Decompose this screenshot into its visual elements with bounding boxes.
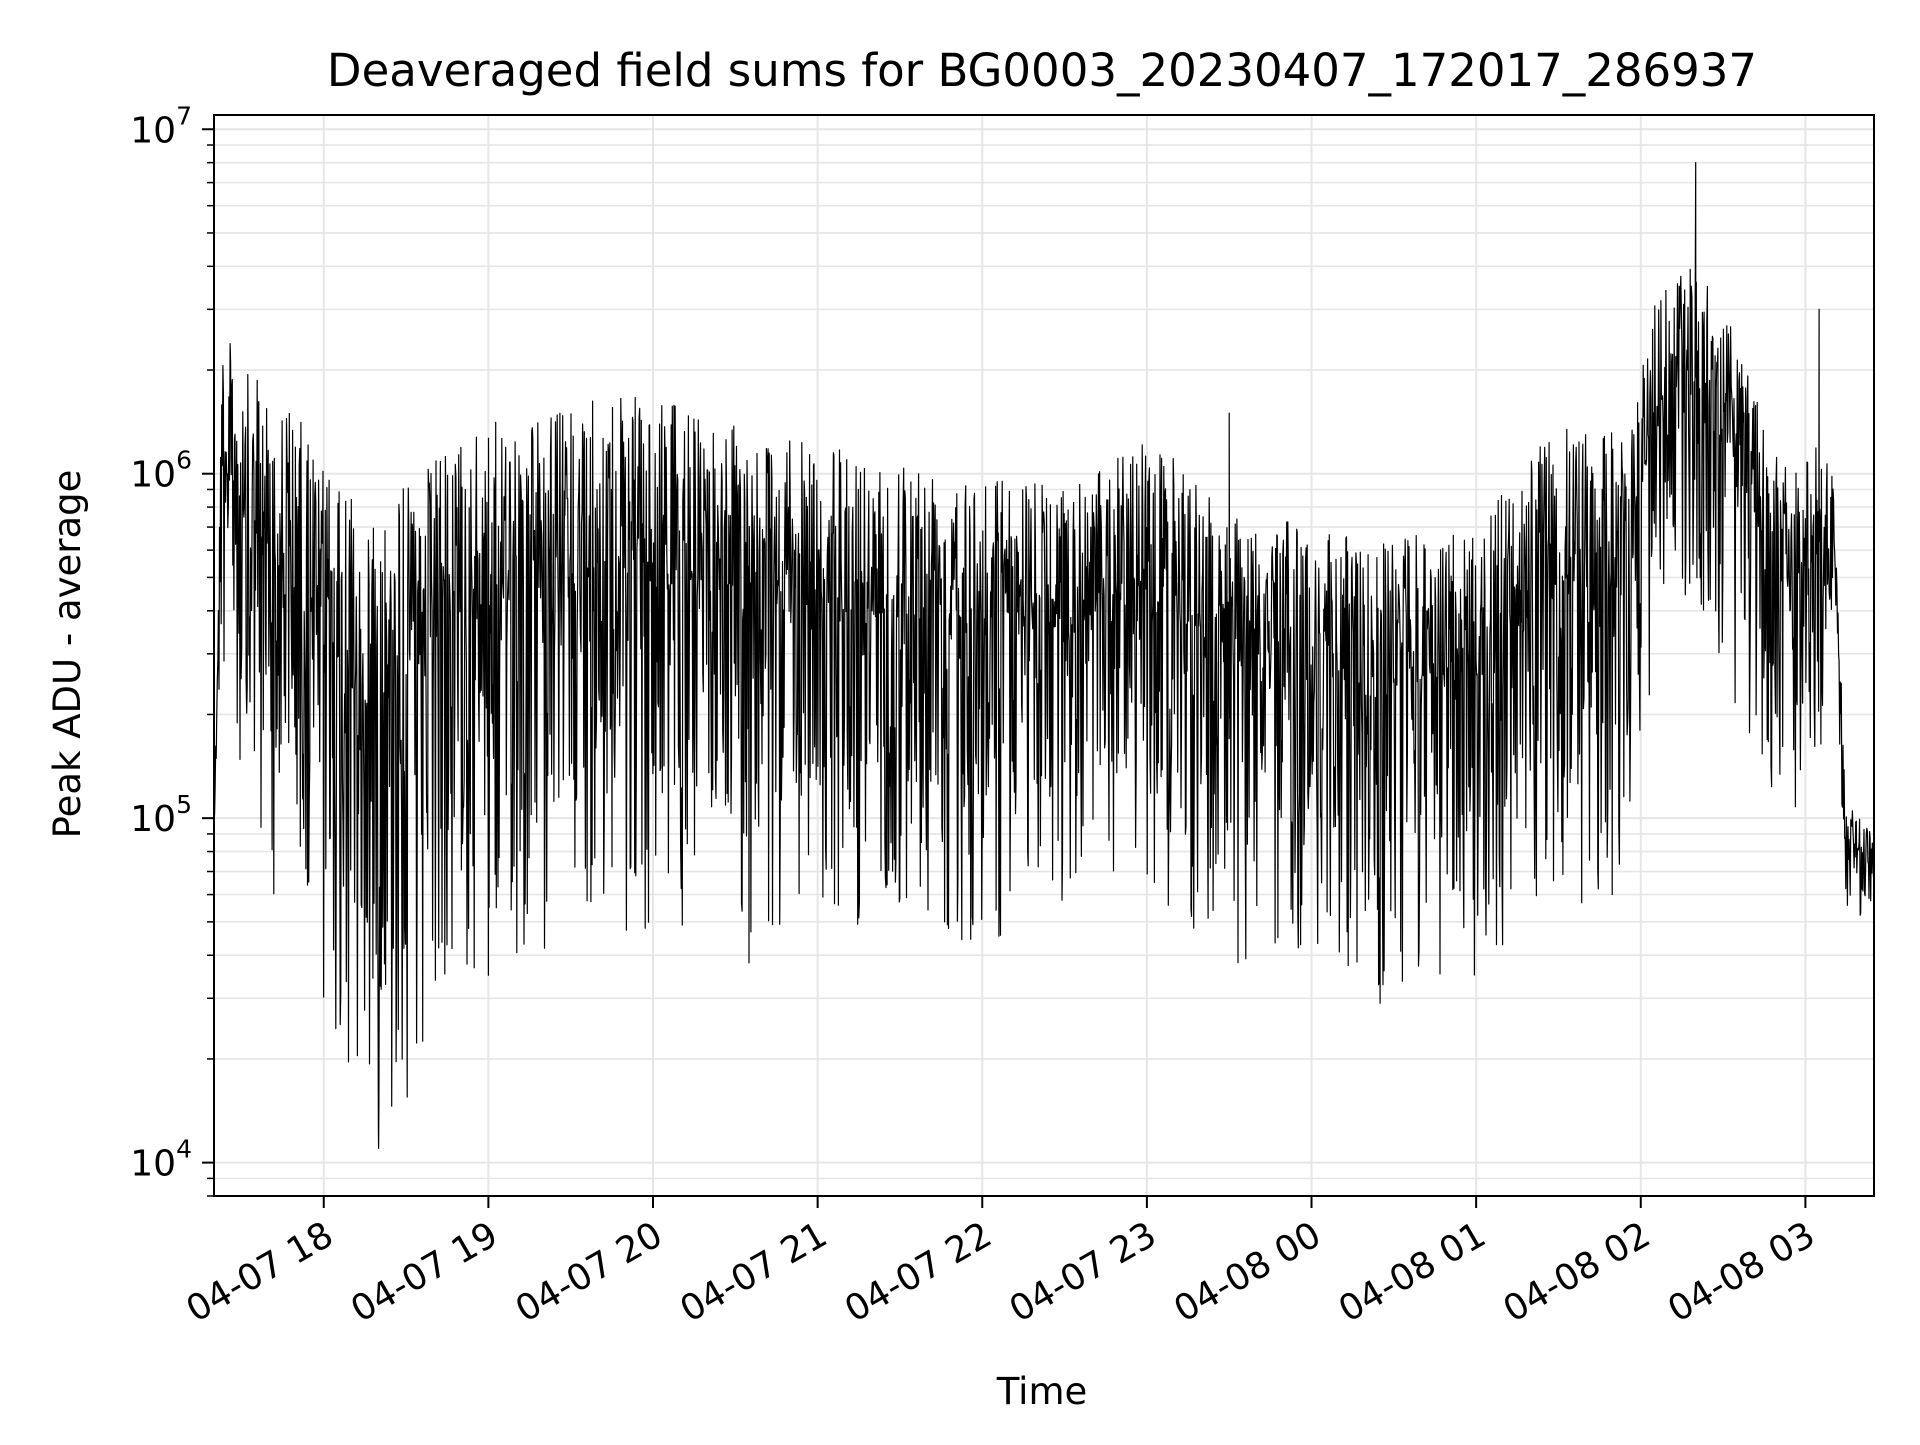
y-axis-label: Peak ADU - average [46,470,89,839]
y-tick-label: 104 [130,1135,192,1185]
y-axis: 104 105 106 107 [130,101,214,1197]
y-tick-label: 105 [130,790,192,840]
x-axis-label: Time [996,1370,1088,1413]
chart-title: Deaveraged field sums for BG0003_2023040… [327,44,1757,97]
series-layer [213,162,1875,1149]
plot-area-frame [213,114,1875,1197]
series-line [213,162,1875,1149]
y-tick-label: 106 [130,446,192,496]
y-tick-label: 107 [130,101,192,151]
